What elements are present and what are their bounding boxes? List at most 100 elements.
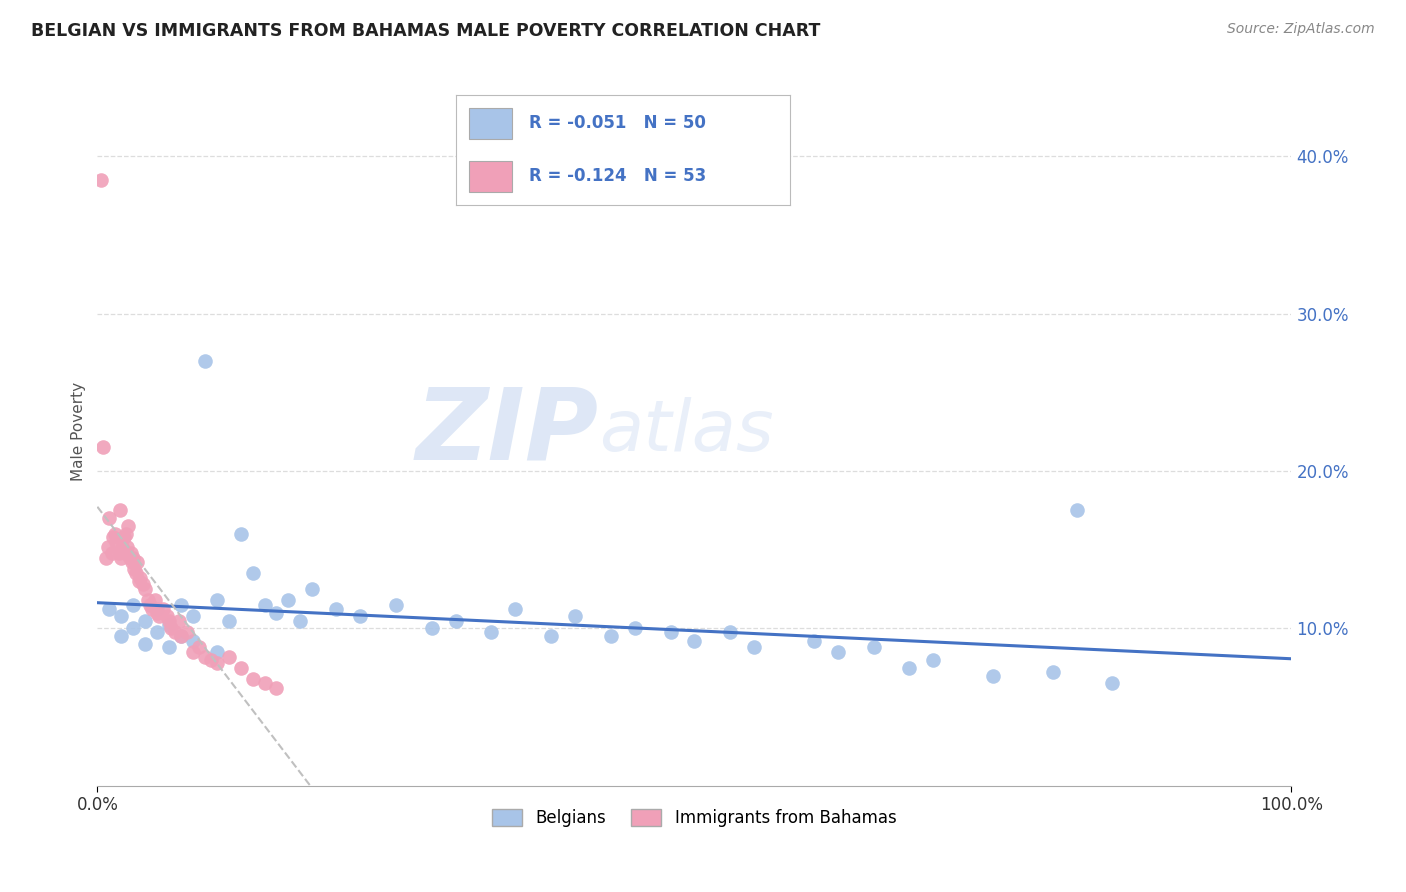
Point <box>112 530 135 544</box>
Point <box>146 602 169 616</box>
Point <box>181 645 204 659</box>
Point <box>163 624 186 639</box>
Point <box>176 624 198 639</box>
Point <box>540 629 562 643</box>
Point <box>481 624 503 639</box>
Point <box>97 540 120 554</box>
Point <box>104 527 127 541</box>
Text: ZIP: ZIP <box>416 383 599 480</box>
Point <box>110 608 132 623</box>
Point <box>898 661 921 675</box>
Point <box>134 637 156 651</box>
Point <box>100 546 122 560</box>
Point <box>108 546 131 560</box>
Point <box>110 629 132 643</box>
Text: atlas: atlas <box>599 397 773 467</box>
Point <box>129 571 152 585</box>
Point <box>94 550 117 565</box>
Point <box>167 614 190 628</box>
Point <box>218 614 240 628</box>
Point <box>623 621 645 635</box>
Point <box>146 624 169 639</box>
Point <box>98 511 121 525</box>
Point <box>118 550 141 565</box>
Point <box>229 661 252 675</box>
Text: BELGIAN VS IMMIGRANTS FROM BAHAMAS MALE POVERTY CORRELATION CHART: BELGIAN VS IMMIGRANTS FROM BAHAMAS MALE … <box>31 22 820 40</box>
Point <box>599 629 621 643</box>
Point <box>205 656 228 670</box>
Point <box>160 621 183 635</box>
Point <box>420 621 443 635</box>
Point <box>266 681 288 696</box>
Point <box>290 614 312 628</box>
Point <box>114 546 136 560</box>
Point <box>139 598 162 612</box>
Point <box>98 602 121 616</box>
Point <box>242 566 264 581</box>
Point <box>115 527 138 541</box>
Point <box>148 608 170 623</box>
Point <box>105 534 128 549</box>
Point <box>1042 665 1064 680</box>
Point <box>683 634 706 648</box>
Point <box>136 593 159 607</box>
Point <box>146 606 169 620</box>
Point <box>1101 676 1123 690</box>
Point <box>125 555 148 569</box>
Point <box>444 614 467 628</box>
Point <box>922 653 945 667</box>
Point <box>981 668 1004 682</box>
Point <box>301 582 323 596</box>
Point <box>385 598 408 612</box>
Point <box>132 577 155 591</box>
Point <box>325 602 347 616</box>
Point <box>157 614 180 628</box>
Point <box>134 614 156 628</box>
Point <box>205 593 228 607</box>
Point <box>187 640 209 655</box>
Point <box>564 608 586 623</box>
Point <box>152 602 174 616</box>
Point <box>157 640 180 655</box>
Point <box>143 593 166 607</box>
Point <box>170 629 193 643</box>
Point <box>111 540 134 554</box>
Text: Source: ZipAtlas.com: Source: ZipAtlas.com <box>1227 22 1375 37</box>
Point <box>718 624 741 639</box>
Point <box>194 649 217 664</box>
Point <box>108 503 131 517</box>
Point <box>742 640 765 655</box>
Point <box>157 618 180 632</box>
Point <box>115 540 138 554</box>
Point <box>134 582 156 596</box>
Point <box>862 640 884 655</box>
Y-axis label: Male Poverty: Male Poverty <box>72 382 86 481</box>
Legend: Belgians, Immigrants from Bahamas: Belgians, Immigrants from Bahamas <box>485 803 903 834</box>
Point <box>194 353 217 368</box>
Point <box>90 173 112 187</box>
Point <box>1066 503 1088 517</box>
Point <box>101 530 124 544</box>
Point <box>117 519 139 533</box>
Point <box>141 602 163 616</box>
Point <box>128 574 150 589</box>
Point <box>266 606 288 620</box>
Point <box>122 598 145 612</box>
Point <box>503 602 526 616</box>
Point <box>242 672 264 686</box>
Point <box>120 546 142 560</box>
Point <box>803 634 825 648</box>
Point <box>205 645 228 659</box>
Point <box>200 653 222 667</box>
Point <box>181 608 204 623</box>
Point <box>229 527 252 541</box>
Point <box>121 555 143 569</box>
Point <box>659 624 682 639</box>
Point <box>218 649 240 664</box>
Point <box>277 593 299 607</box>
Point <box>170 629 193 643</box>
Point <box>91 441 114 455</box>
Point <box>349 608 371 623</box>
Point <box>170 598 193 612</box>
Point <box>124 566 146 581</box>
